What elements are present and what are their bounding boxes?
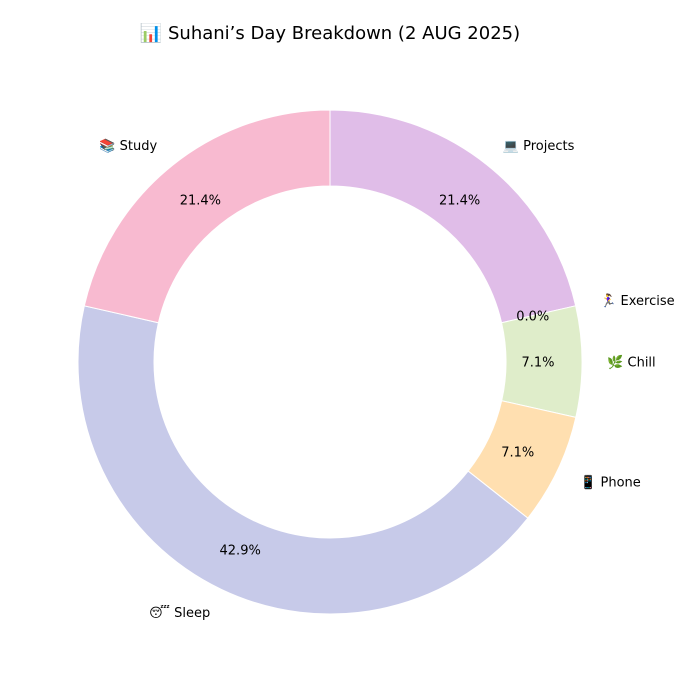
percent-label-projects: 21.4% <box>439 193 480 208</box>
percent-label-exercise: 0.0% <box>516 310 549 325</box>
slice-study <box>83 109 331 324</box>
chart-title: 📊 Suhani’s Day Breakdown (2 AUG 2025) <box>140 22 520 44</box>
slices-group <box>77 109 583 615</box>
category-label-sleep: 😴 Sleep <box>149 605 210 621</box>
category-label-exercise: 🏃‍♀ Exercise <box>600 293 674 309</box>
category-label-phone: 📱 Phone <box>580 474 641 490</box>
percent-label-sleep: 42.9% <box>220 544 261 559</box>
slice-sleep <box>77 305 529 615</box>
labels-group: 💻 Projects 21.4% 🏃‍♀ Exercise 0.0% 🌿 Chill 7.… <box>99 138 674 621</box>
percent-label-chill: 7.1% <box>521 356 554 371</box>
percent-label-study: 21.4% <box>180 193 221 208</box>
category-label-chill: 🌿 Chill <box>607 355 655 371</box>
category-label-study: 📚 Study <box>99 138 157 154</box>
percent-label-phone: 7.1% <box>501 446 534 461</box>
category-label-projects: 💻 Projects <box>503 139 575 154</box>
